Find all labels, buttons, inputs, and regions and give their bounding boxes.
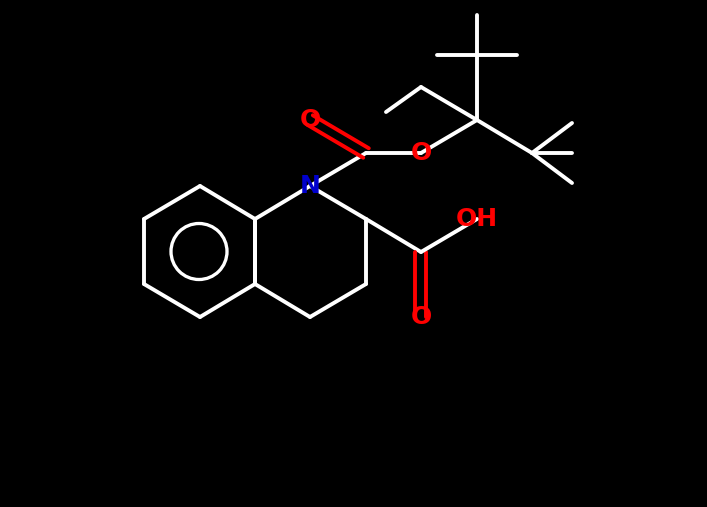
Text: O: O xyxy=(410,305,432,329)
Text: N: N xyxy=(300,174,320,198)
Text: O: O xyxy=(299,108,321,132)
Text: O: O xyxy=(410,141,432,165)
Text: OH: OH xyxy=(456,207,498,231)
